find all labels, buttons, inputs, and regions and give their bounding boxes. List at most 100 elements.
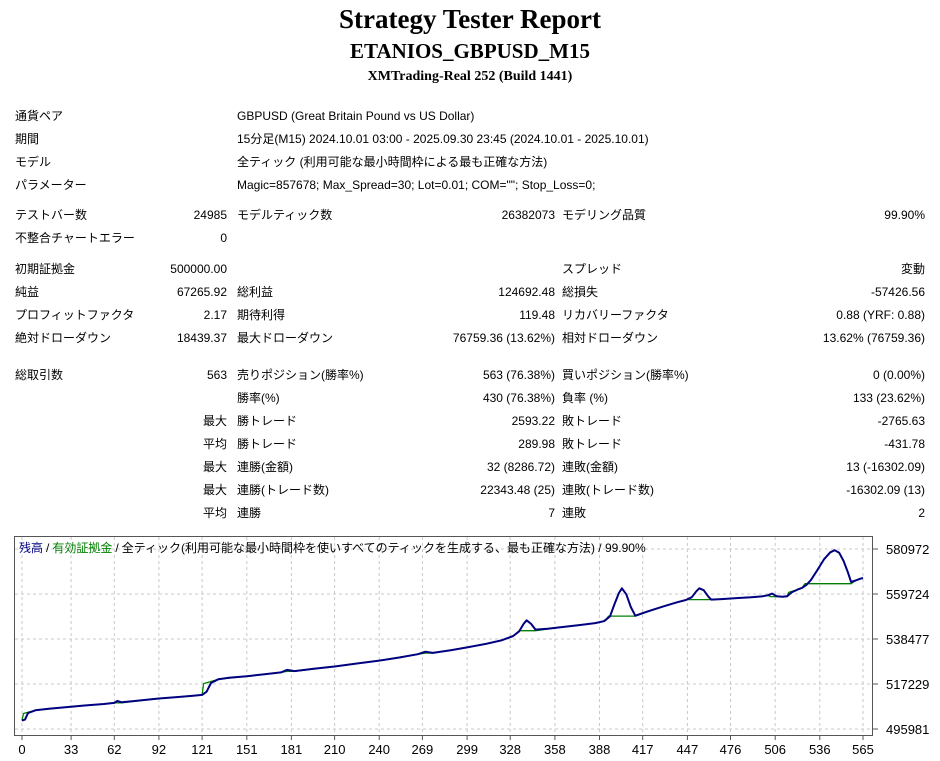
report-value: 430 (76.38%) bbox=[482, 390, 555, 405]
report-row: 平均 勝トレード 289.98 敗トレード -431.78 bbox=[0, 432, 940, 455]
report-value: 500000.00 bbox=[170, 261, 227, 276]
x-axis-tick-label: 417 bbox=[631, 742, 654, 757]
x-axis-tick-label: 358 bbox=[544, 742, 566, 757]
report-value: 2 bbox=[918, 505, 925, 520]
x-axis-tick-label: 240 bbox=[368, 742, 391, 757]
x-axis-tick-label: 447 bbox=[676, 742, 699, 757]
report-value: 最大 bbox=[202, 414, 227, 428]
report-label: 不整合チャートエラー bbox=[15, 231, 135, 245]
report-row: 総取引数 563 売りポジション(勝率%) 563 (76.38%) 買いポジション(勝… bbox=[0, 363, 940, 386]
report-row: 勝率(%) 430 (76.38%) 負率 (%) 133 (23.62%) bbox=[0, 386, 940, 409]
report-label: 期待利得 bbox=[237, 308, 286, 322]
report-label: モデルティック数 bbox=[237, 208, 333, 222]
legend-model-text: 全ティック(利用可能な最小時間枠を使いすべてのティックを生成する、最も正確な方法… bbox=[121, 541, 646, 555]
report-value: -16302.09 (13) bbox=[846, 482, 925, 497]
equity-curve-plot bbox=[14, 536, 878, 740]
report-value: 563 bbox=[206, 367, 227, 382]
report-label: 負率 (%) bbox=[562, 391, 608, 405]
report-value: 変動 bbox=[900, 262, 925, 276]
y-axis-tick-label: 495981 bbox=[886, 722, 930, 737]
report-row: 期間 15分足(M15) 2024.10.01 03:00 - 2025.09.3… bbox=[0, 127, 940, 150]
report-value: 0 (0.00%) bbox=[872, 367, 925, 382]
report-row: 最大 連勝(金額) 32 (8286.72) 連敗(金額) 13 (-16302.09) bbox=[0, 455, 940, 478]
report-value: 22343.48 (25) bbox=[480, 482, 555, 497]
report-value: 26382073 bbox=[501, 207, 555, 222]
y-axis-tick-label: 517229 bbox=[886, 677, 930, 692]
report-label: 総損失 bbox=[562, 285, 599, 299]
report-row: 不整合チャートエラー 0 bbox=[0, 226, 940, 249]
balance-chart: 残高 / 有効証拠金 / 全ティック(利用可能な最小時間枠を使いすべてのティックを生成す… bbox=[14, 536, 940, 761]
report-label: 連敗 bbox=[562, 506, 587, 520]
report-value: 99.90% bbox=[884, 207, 925, 222]
x-axis-tick-label: 388 bbox=[588, 742, 611, 757]
x-axis-tick-label: 210 bbox=[323, 742, 346, 757]
report-value: 24985 bbox=[193, 207, 227, 222]
report-label: スプレッド bbox=[562, 262, 623, 276]
report-row: 最大 連勝(トレード数) 22343.48 (25) 連敗(トレード数) -16302.… bbox=[0, 478, 940, 501]
x-axis-tick-label: 62 bbox=[107, 742, 122, 757]
x-axis-tick-label: 506 bbox=[764, 742, 787, 757]
report-value: 2.17 bbox=[203, 307, 227, 322]
report-section: 総取引数 563 売りポジション(勝率%) 563 (76.38%) 買いポジション(勝… bbox=[0, 363, 940, 524]
report-value: 32 (8286.72) bbox=[486, 459, 555, 474]
report-value: 13 (-16302.09) bbox=[846, 459, 925, 474]
report-label: リカバリーファクタ bbox=[562, 308, 669, 322]
report-title: Strategy Tester Report bbox=[339, 4, 601, 34]
x-axis-tick-label: 269 bbox=[411, 742, 434, 757]
report-label: 勝トレード bbox=[237, 414, 298, 428]
x-axis-tick-label: 151 bbox=[235, 742, 258, 757]
report-value: 13.62% (76759.36) bbox=[822, 330, 925, 345]
x-axis-tick-label: 33 bbox=[63, 742, 79, 757]
report-label: 勝率(%) bbox=[237, 391, 280, 405]
report-label: 連敗(金額) bbox=[562, 460, 618, 474]
report-value: 15分足(M15) 2024.10.01 03:00 - 2025.09.30 … bbox=[237, 132, 649, 146]
y-axis-tick-label: 538477 bbox=[886, 632, 930, 647]
report-value: -431.78 bbox=[884, 436, 925, 451]
report-value: 平均 bbox=[202, 506, 227, 520]
report-value: 76759.36 (13.62%) bbox=[452, 330, 555, 345]
legend-separator: / bbox=[46, 541, 50, 555]
report-value: 平均 bbox=[202, 437, 227, 451]
report-label: モデリング品質 bbox=[562, 208, 647, 222]
report-label: 期間 bbox=[15, 132, 40, 146]
report-value: -57426.56 bbox=[870, 284, 925, 299]
report-label: 連敗(トレード数) bbox=[562, 483, 654, 497]
y-axis-tick-label: 580972 bbox=[886, 542, 930, 557]
report-value: 最大 bbox=[202, 460, 227, 474]
report-section: 初期証拠金 500000.00 スプレッド 変動 純益 67265.92 総利益 124692… bbox=[0, 257, 940, 349]
legend-balance-label: 残高 bbox=[19, 541, 44, 555]
report-label: 連勝(トレード数) bbox=[237, 483, 329, 497]
x-axis-tick-label: 536 bbox=[808, 742, 831, 757]
report-label: 相対ドローダウン bbox=[562, 331, 659, 345]
report-label: 勝トレード bbox=[237, 437, 298, 451]
report-label: 買いポジション(勝率%) bbox=[562, 368, 689, 382]
report-value: 最大 bbox=[202, 483, 227, 497]
statistics-table: 通貨ペア GBPUSD (Great Britain Pound vs US Do… bbox=[0, 104, 940, 524]
ea-name: ETANIOS_GBPUSD_M15 bbox=[350, 39, 590, 63]
report-row: プロフィットファクタ 2.17 期待利得 119.48 リカバリーファクタ 0.88 (Y… bbox=[0, 303, 940, 326]
report-label: 敗トレード bbox=[562, 437, 623, 451]
report-row: 初期証拠金 500000.00 スプレッド 変動 bbox=[0, 257, 940, 280]
report-label: 敗トレード bbox=[562, 414, 623, 428]
report-label: 連勝(金額) bbox=[237, 460, 293, 474]
x-axis-tick-label: 476 bbox=[719, 742, 742, 757]
report-value: 7 bbox=[548, 505, 555, 520]
report-header: Strategy Tester Report ETANIOS_GBPUSD_M1… bbox=[0, 4, 940, 86]
report-value: 18439.37 bbox=[176, 330, 227, 345]
report-value: Magic=857678; Max_Spread=30; Lot=0.01; C… bbox=[237, 177, 596, 192]
server-build: XMTrading-Real 252 (Build 1441) bbox=[367, 69, 573, 84]
report-value: 全ティック (利用可能な最小時間枠による最も正確な方法) bbox=[237, 155, 548, 169]
report-label: 総利益 bbox=[237, 285, 274, 299]
report-row: 絶対ドローダウン 18439.37 最大ドローダウン 76759.36 (13.62%… bbox=[0, 326, 940, 349]
chart-legend: 残高 / 有効証拠金 / 全ティック(利用可能な最小時間枠を使いすべてのティックを生成す… bbox=[19, 539, 646, 556]
x-axis-tick-label: 92 bbox=[151, 742, 167, 757]
report-row: 最大 勝トレード 2593.22 敗トレード -2765.63 bbox=[0, 409, 940, 432]
report-label: テストバー数 bbox=[15, 208, 88, 222]
report-row: 平均 連勝 7 連敗 2 bbox=[0, 501, 940, 524]
report-label: 最大ドローダウン bbox=[237, 331, 334, 345]
report-value: 289.98 bbox=[518, 436, 555, 451]
x-axis-tick-label: 181 bbox=[280, 742, 303, 757]
report-label: モデル bbox=[15, 155, 52, 169]
x-axis-tick-label: 565 bbox=[852, 742, 874, 757]
report-label: 初期証拠金 bbox=[15, 262, 76, 276]
